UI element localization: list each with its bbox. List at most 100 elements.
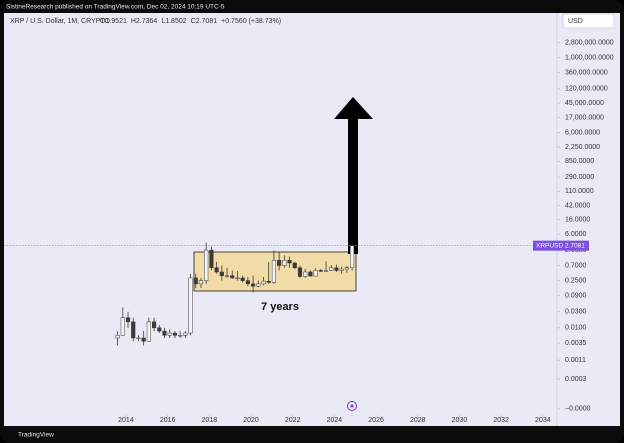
candle-body xyxy=(277,260,282,266)
candle-body xyxy=(266,280,271,283)
candle-body xyxy=(308,271,313,277)
candle-body xyxy=(313,270,318,277)
legend-title: XRP / U.S. Dollar, 1M, CRYPTO xyxy=(10,18,111,25)
candle-body xyxy=(209,249,214,269)
y-tick-label: 0.0035 xyxy=(565,340,587,347)
candle-body xyxy=(261,280,266,285)
y-tick-label: 0.0300 xyxy=(565,309,587,316)
candle-body xyxy=(146,321,151,342)
y-tick-label: 360,000.0000 xyxy=(565,69,608,76)
x-tick-label: 2024 xyxy=(327,417,343,424)
y-tick-label: 0.2500 xyxy=(565,277,587,284)
legend-value: +0.7560 (+38.73%) xyxy=(221,18,281,25)
candle-body xyxy=(271,260,277,283)
legend-value: O1.9521 xyxy=(100,18,127,25)
candle-body xyxy=(136,337,141,340)
y-tick-label: 6.0000 xyxy=(565,231,587,238)
candle-body xyxy=(131,321,136,339)
x-tick-label: 2032 xyxy=(493,417,509,424)
candle-body xyxy=(224,275,230,277)
y-tick-label: 0.0003 xyxy=(565,376,587,383)
x-tick-label: 2016 xyxy=(160,417,176,424)
y-tick-label: 0.7000 xyxy=(565,262,587,269)
candle-body xyxy=(297,267,303,277)
y-tick-label: 6,000.0000 xyxy=(565,130,600,137)
x-tick-label: 2026 xyxy=(368,417,384,424)
candle-body xyxy=(350,245,355,269)
y-tick-label: 0.0100 xyxy=(565,325,587,332)
y-tick-label: 2,800,000.0000 xyxy=(565,39,614,46)
candle-body xyxy=(178,335,183,337)
y-tick-label: 1,000,000.0000 xyxy=(565,54,614,61)
candle-body xyxy=(141,337,146,342)
last-price-symbol: XRPUSD xyxy=(536,242,563,249)
x-tick-label: 2030 xyxy=(452,417,468,424)
candle-body xyxy=(256,283,261,287)
candle-body xyxy=(303,271,308,277)
candle-body xyxy=(157,327,162,332)
candle-body xyxy=(323,270,329,272)
y-tick-label: 120,000.0000 xyxy=(565,86,608,93)
last-price-value: 2.7081 xyxy=(565,242,585,249)
y-tick-label: 45,000.0000 xyxy=(565,100,604,107)
candle-body xyxy=(188,277,193,334)
y-tick-label: 110.0000 xyxy=(565,188,594,195)
candle-body xyxy=(334,267,339,271)
arrow-head xyxy=(334,97,373,119)
candle-body xyxy=(125,317,131,323)
y-tick-label: 290.0000 xyxy=(565,174,594,181)
candle-body xyxy=(235,277,240,279)
candle-body xyxy=(183,332,188,336)
y-tick-label: 0.0011 xyxy=(565,357,586,364)
event-icon-dot xyxy=(350,404,354,408)
candle-body xyxy=(282,260,287,266)
candle-body xyxy=(329,267,334,271)
currency-box xyxy=(562,13,615,29)
y-tick-label: 42.0000 xyxy=(565,202,590,209)
y-tick-label: 850.0000 xyxy=(565,158,594,165)
y-tick-label: −0.0000 xyxy=(565,406,591,413)
x-tick-label: 2014 xyxy=(118,417,134,424)
legend-value: L1.8502 xyxy=(161,18,186,25)
x-tick-label: 2034 xyxy=(535,417,551,424)
candle-body xyxy=(240,277,245,281)
candle-body xyxy=(198,280,204,285)
candle-body xyxy=(219,271,224,276)
candle-body xyxy=(214,267,219,273)
candle-body xyxy=(172,332,177,336)
candle-body xyxy=(339,268,344,271)
candle-body xyxy=(344,267,349,270)
plot-background xyxy=(4,13,620,426)
candle-body xyxy=(287,260,292,264)
candle-body xyxy=(230,275,235,279)
candle-body xyxy=(204,249,209,281)
candle-body xyxy=(167,332,172,336)
legend-value: H2.7364 xyxy=(131,18,158,25)
footer: TradingView xyxy=(18,432,54,439)
candle-body xyxy=(245,280,250,285)
arrow-shaft xyxy=(348,117,358,254)
x-tick-label: 2018 xyxy=(202,417,218,424)
header: SistineResearch published on TradingView… xyxy=(6,4,225,11)
candle-body xyxy=(115,335,120,339)
legend-value: C2.7081 xyxy=(191,18,218,25)
x-tick-label: 2020 xyxy=(243,417,259,424)
candle-body xyxy=(318,270,323,272)
currency: USD xyxy=(568,18,583,25)
y-tick-label: 17,000.0000 xyxy=(565,114,604,121)
last-price-box xyxy=(533,240,589,251)
x-tick-label: 2022 xyxy=(285,417,301,424)
event-icon xyxy=(347,401,357,411)
candle-body xyxy=(152,321,157,329)
legend: O1.9521 H2.7364 L1.8502 C2.7081 +0.7560 (+38… xyxy=(100,18,281,25)
y-tick-label: 2,250.0000 xyxy=(565,144,600,151)
candle-body xyxy=(162,330,167,336)
candle-body xyxy=(120,317,125,336)
candle-body xyxy=(292,262,297,269)
annotation: 7 years xyxy=(261,301,299,313)
y-tick-label: 0.0900 xyxy=(565,292,587,299)
x-tick-label: 2028 xyxy=(410,417,426,424)
y-tick-label: 16.0000 xyxy=(565,216,590,223)
